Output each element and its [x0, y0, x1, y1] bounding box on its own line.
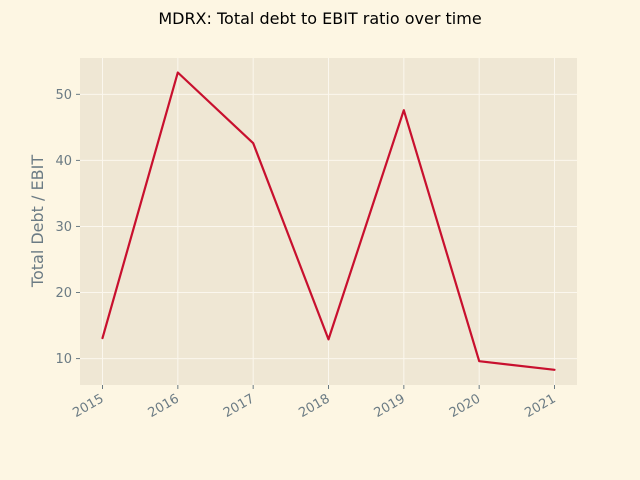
y-axis-label: Total Debt / EBIT: [28, 155, 47, 288]
chart-title: MDRX: Total debt to EBIT ratio over time: [158, 9, 481, 28]
y-tick-label: 30: [55, 220, 72, 235]
x-tick-label: 2021: [522, 391, 558, 421]
x-tick-label: 2015: [70, 391, 106, 421]
x-tick-label: 2017: [221, 391, 257, 421]
x-tick-label: 2018: [296, 391, 332, 421]
y-tick-label: 20: [55, 286, 72, 301]
y-tick-label: 10: [55, 352, 72, 367]
x-tick-label: 2019: [372, 391, 408, 421]
y-tick-label: 50: [55, 88, 72, 103]
plot-area: 10 20 30 40 50 2015 2016 2017 2018 2019 2020 2021: [55, 58, 577, 421]
series-line: [101, 71, 556, 371]
y-tick-label: 40: [55, 154, 72, 169]
x-tick-label: 2016: [146, 391, 182, 421]
x-tick-label: 2020: [447, 391, 483, 421]
